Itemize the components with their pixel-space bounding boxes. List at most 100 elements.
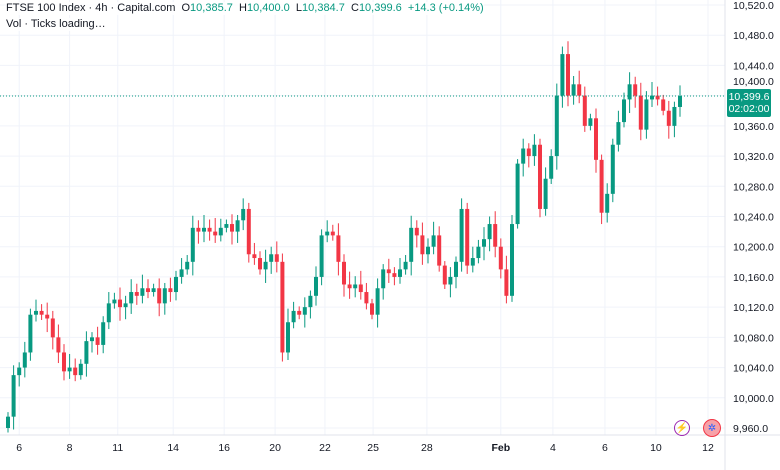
candle-body bbox=[543, 178, 548, 209]
time-axis-label: 6 bbox=[16, 442, 22, 454]
time-axis-label: 25 bbox=[367, 442, 379, 454]
candle-body bbox=[325, 231, 330, 236]
candle-body bbox=[342, 261, 346, 285]
candle-body bbox=[78, 363, 83, 376]
candle-body bbox=[50, 318, 55, 338]
candle-body bbox=[291, 310, 296, 323]
candle-body bbox=[28, 314, 33, 353]
candle-body bbox=[672, 106, 677, 126]
time-axis-label: 16 bbox=[218, 442, 230, 454]
price-axis-label: 10,160.0 bbox=[733, 272, 774, 284]
candle-body bbox=[336, 235, 341, 262]
candle-body bbox=[498, 246, 503, 270]
candle-body bbox=[532, 144, 537, 157]
candle-body bbox=[263, 261, 268, 270]
candle-body bbox=[6, 416, 10, 428]
candle-body bbox=[588, 118, 593, 126]
candle-body bbox=[515, 163, 520, 225]
symbol-legend: FTSE 100 Index · 4h · Capital.com O10,38… bbox=[6, 2, 484, 15]
price-axis-label: 10,040.0 bbox=[733, 363, 774, 375]
candle-body bbox=[386, 269, 391, 274]
volume-legend: Vol · Ticks loading… bbox=[6, 18, 106, 31]
time-axis-label: 12 bbox=[702, 442, 714, 454]
candle-body bbox=[504, 269, 509, 296]
candle-body bbox=[493, 224, 498, 247]
candle-body bbox=[470, 258, 475, 266]
candle-body bbox=[650, 95, 654, 100]
candle-body bbox=[129, 292, 134, 304]
candle-body bbox=[62, 352, 66, 372]
candle-body bbox=[448, 276, 453, 285]
candle-body bbox=[375, 288, 380, 315]
last-price: 10,399.6 bbox=[728, 91, 770, 103]
time-axis-label: 22 bbox=[319, 442, 331, 454]
candle-body bbox=[319, 235, 324, 277]
candle-body bbox=[409, 227, 414, 262]
candle-body bbox=[510, 224, 514, 296]
candle-body bbox=[174, 276, 178, 293]
candle-body bbox=[67, 367, 72, 372]
candle-body bbox=[353, 284, 358, 289]
candle-body bbox=[151, 288, 156, 293]
candle-body bbox=[84, 341, 89, 364]
candle-body bbox=[465, 208, 470, 266]
candle-body bbox=[661, 99, 666, 111]
time-axis-label: 8 bbox=[67, 442, 73, 454]
candle-body bbox=[420, 235, 425, 255]
candle-body bbox=[644, 99, 649, 130]
candle-body bbox=[118, 299, 122, 308]
candle-body bbox=[521, 148, 526, 164]
open-value: 10,385.7 bbox=[190, 2, 233, 14]
price-axis-label: 10,120.0 bbox=[733, 302, 774, 314]
price-axis-label: 10,000.0 bbox=[733, 393, 774, 405]
candle-body bbox=[554, 95, 559, 157]
candle-body bbox=[162, 288, 167, 304]
price-axis-label: 10,240.0 bbox=[733, 212, 774, 224]
candle-body bbox=[106, 303, 111, 323]
time-axis-label: 11 bbox=[112, 442, 123, 454]
candle-body bbox=[140, 288, 145, 296]
candle-body bbox=[678, 95, 682, 107]
candle-body bbox=[633, 84, 638, 96]
candle-body bbox=[185, 261, 190, 270]
candle-body bbox=[605, 193, 610, 213]
open-label: O bbox=[181, 2, 191, 14]
candle-body bbox=[347, 284, 352, 289]
change-value: +14.3 (+0.14%) bbox=[407, 2, 484, 14]
candle-body bbox=[213, 231, 218, 236]
candle-body bbox=[269, 254, 274, 262]
time-axis-label: 4 bbox=[550, 442, 556, 454]
candle-body bbox=[526, 148, 531, 157]
candle-body bbox=[230, 224, 234, 232]
time-axis-label: 20 bbox=[269, 442, 281, 454]
candle-body bbox=[459, 208, 464, 262]
candle-body bbox=[39, 310, 44, 315]
price-axis-label: 10,080.0 bbox=[733, 332, 774, 344]
candle-body bbox=[330, 231, 335, 236]
candle-body bbox=[302, 307, 307, 315]
candle-body bbox=[538, 144, 542, 209]
candle-body bbox=[364, 292, 369, 304]
low-value: 10,384.7 bbox=[302, 2, 345, 14]
candle-body bbox=[426, 246, 430, 255]
candle-body bbox=[112, 299, 117, 304]
candle-body bbox=[431, 235, 436, 247]
candle-body bbox=[202, 227, 206, 232]
candle-body bbox=[11, 375, 16, 417]
globe-flag-icon[interactable]: ✲ bbox=[703, 419, 721, 437]
price-axis-label: 10,320.0 bbox=[733, 151, 774, 163]
price-axis-label: 10,520.0 bbox=[733, 0, 774, 12]
candle-body bbox=[286, 322, 290, 353]
price-axis-label: 10,480.0 bbox=[733, 30, 774, 42]
price-axis-label: 10,360.0 bbox=[733, 121, 774, 133]
candle-body bbox=[224, 224, 229, 228]
candle-body bbox=[666, 110, 671, 126]
lightning-icon[interactable]: ⚡ bbox=[674, 420, 690, 436]
candle-body bbox=[370, 303, 374, 315]
candle-body bbox=[571, 84, 576, 96]
price-axis-label: 10,280.0 bbox=[733, 181, 774, 193]
time-axis-label: 10 bbox=[650, 442, 662, 454]
time-axis-label: 14 bbox=[167, 442, 179, 454]
candle-body bbox=[123, 303, 128, 308]
